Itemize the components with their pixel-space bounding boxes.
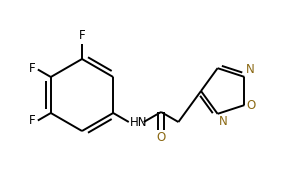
Text: O: O [157, 131, 166, 144]
Text: HN: HN [130, 115, 147, 129]
Text: F: F [79, 29, 85, 42]
Text: F: F [29, 63, 36, 75]
Text: N: N [245, 63, 254, 76]
Text: F: F [29, 115, 36, 128]
Text: O: O [246, 99, 256, 112]
Text: N: N [218, 115, 227, 128]
